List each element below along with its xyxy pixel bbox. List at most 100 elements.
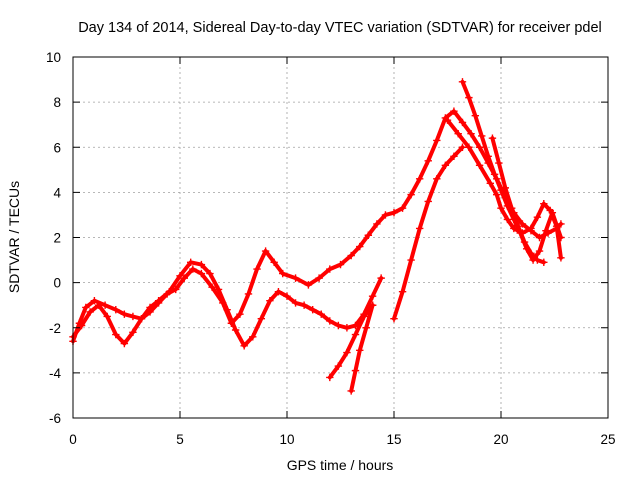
data-point [351, 366, 360, 375]
data-point [518, 220, 527, 228]
data-point [189, 265, 197, 273]
data-point [471, 111, 480, 120]
data-point [398, 204, 407, 212]
data-point [291, 299, 300, 307]
data-point [103, 312, 111, 321]
data-point [497, 204, 505, 212]
data-point [407, 190, 415, 199]
data-point [458, 118, 467, 127]
data-point [249, 333, 257, 341]
y-tick-label: -6 [49, 411, 61, 426]
data-point [304, 281, 313, 289]
data-point [214, 285, 223, 294]
data-point [381, 211, 390, 219]
data-point [535, 233, 544, 242]
data-point [283, 292, 291, 300]
data-point [542, 227, 550, 235]
data-point [407, 256, 415, 264]
data-point [315, 274, 323, 282]
data-point [508, 204, 516, 212]
y-tick-label: 10 [46, 50, 61, 65]
data-point [533, 256, 542, 264]
data-point [540, 199, 548, 208]
data-point [373, 220, 381, 228]
data-point [490, 170, 499, 179]
data-point [137, 315, 146, 323]
data-point [362, 324, 370, 332]
data-point [172, 285, 180, 294]
data-point [279, 269, 287, 278]
data-point [231, 326, 240, 334]
data-point [458, 78, 467, 86]
series-track-e [390, 143, 467, 323]
data-point [465, 143, 473, 151]
data-point [514, 222, 522, 230]
data-point [308, 306, 317, 314]
series-track-d [347, 301, 377, 395]
data-point [527, 249, 535, 257]
data-point [520, 238, 529, 246]
data-point [270, 258, 278, 267]
data-point [82, 303, 90, 312]
y-tick-label: 8 [53, 95, 61, 110]
data-point [356, 242, 364, 251]
data-point [433, 136, 441, 145]
y-tick-label: -2 [49, 321, 61, 336]
data-point [291, 274, 300, 282]
plot-frame [72, 56, 609, 419]
data-point [398, 287, 407, 296]
data-point [146, 303, 154, 312]
data-point [77, 321, 86, 330]
data-point [261, 247, 270, 255]
data-point [484, 152, 492, 160]
data-point [120, 339, 129, 348]
data-point [326, 265, 334, 273]
data-point [424, 157, 432, 165]
data-point [351, 330, 360, 339]
x-tick-label: 5 [176, 432, 184, 447]
data-point [450, 152, 458, 160]
data-point [467, 130, 475, 138]
x-tick-label: 10 [279, 432, 294, 447]
data-point [478, 132, 486, 140]
data-point [326, 317, 334, 325]
data-point [390, 315, 398, 323]
data-point [300, 301, 308, 309]
y-tick-label: 4 [53, 185, 61, 200]
data-point [465, 93, 473, 102]
data-point [129, 328, 137, 336]
data-point [377, 274, 385, 282]
data-point [415, 175, 424, 183]
data-point [450, 107, 458, 115]
series-line [71, 260, 384, 348]
data-point [441, 161, 450, 169]
data-point [510, 224, 518, 233]
data-point [208, 283, 216, 291]
data-point [546, 206, 554, 215]
data-point [557, 220, 565, 228]
data-point [552, 222, 561, 230]
data-point [368, 301, 377, 309]
data-point [129, 312, 137, 321]
data-point [165, 287, 173, 296]
data-point [501, 184, 509, 192]
data-point [493, 190, 501, 199]
data-point [334, 321, 343, 330]
data-point [535, 247, 544, 255]
data-point [527, 224, 535, 233]
data-point [257, 315, 266, 323]
x-tick-label: 0 [69, 432, 77, 447]
y-tick-label: -4 [49, 366, 61, 381]
y-axis-label: SDTVAR / TECUs [6, 181, 22, 293]
y-tick-label: 2 [53, 231, 61, 246]
x-axis-label: GPS time / hours [287, 457, 394, 473]
data-point [197, 260, 206, 269]
series-track-a [69, 107, 565, 345]
data-series [69, 78, 565, 395]
data-point [540, 258, 548, 267]
data-point [347, 251, 355, 260]
data-point [343, 348, 351, 357]
y-tick-label: 0 [53, 276, 61, 291]
data-point [120, 310, 129, 318]
data-point [187, 258, 195, 267]
